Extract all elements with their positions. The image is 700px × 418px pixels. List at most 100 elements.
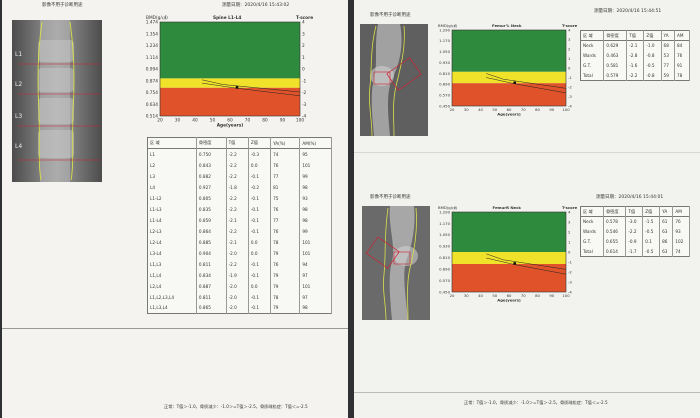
table-cell: 0.811 [196, 258, 227, 270]
reference-curve-upper [201, 79, 301, 93]
table-row: L1,L3,L4 0.865 -2.0 -0.1 79 98 [147, 302, 332, 314]
spine-scan-graphic: L1 L2 L3 L4 [12, 20, 102, 182]
table-cell: 0.843 [196, 159, 227, 171]
table-cell: G.T. [580, 60, 605, 71]
table-row: L1,L2,L3,L4 0.811 -2.0 -0.1 78 97 [147, 291, 332, 303]
column-header: YA [659, 206, 674, 217]
t-tick-label: 2 [568, 46, 571, 51]
x-tick-label: 70 [521, 107, 526, 112]
chart-bmd-label: BMD(g/㎠) [438, 24, 458, 28]
y-tick-label: 0.930 [439, 60, 450, 65]
y-tick-label: 0.450 [439, 103, 450, 108]
table-row: G.T. 0.581 -1.6 -0.5 77 91 [580, 60, 690, 71]
t-tick-label: 3 [568, 219, 571, 224]
vertebra-label-l1: L1 [15, 51, 22, 58]
table-cell: L1,L3,L4 [147, 302, 197, 314]
table-cell: 86 [659, 236, 674, 247]
header-title: 影像不用于诊断用途 [42, 3, 83, 8]
table-cell: -2.2 [226, 225, 249, 237]
table-cell: 0.927 [196, 181, 227, 193]
left-femur-results-table: 区 域骨密度 T值 Z值 YA AM Neck 0.629 -2.1 -1.0 68 84 Wards… [580, 30, 690, 81]
table-cell: 79 [270, 302, 301, 314]
table-cell: 79 [270, 280, 301, 292]
table-cell: -0.1 [248, 269, 272, 281]
table-cell: -1.5 [642, 216, 661, 227]
right-femur-scan-image [362, 206, 430, 320]
y-tick-label: 1.290 [439, 209, 450, 214]
table-cell: 93 [672, 226, 690, 237]
table-cell: 99 [299, 225, 332, 237]
table-row: Wards 0.463 -2.8 -0.8 53 76 [580, 50, 690, 61]
y-tick-label: 1.170 [439, 221, 450, 226]
table-cell: 78 [674, 70, 690, 81]
y-tick-label: 0.690 [439, 266, 450, 271]
x-tick-label: 20 [450, 293, 455, 298]
table-cell: -0.1 [248, 225, 272, 237]
table-cell: L4 [147, 181, 197, 193]
footer-rule [2, 328, 348, 329]
patient-marker [513, 262, 517, 265]
column-header: 区 域 [147, 137, 197, 149]
table-cell: 97 [299, 269, 332, 281]
table-cell: 77 [270, 214, 301, 226]
table-cell: 76 [672, 216, 690, 227]
spine-scan-image: L1 L2 L3 L4 [12, 20, 102, 182]
column-header: Z值 [643, 30, 662, 41]
y-tick-label: 1.290 [439, 27, 450, 32]
y-tick-label: 0.690 [439, 82, 450, 87]
reference-curve-upper [486, 73, 567, 89]
y-tick-label: 1.474 [146, 20, 159, 26]
table-cell: -0.1 [248, 170, 272, 182]
chart-site-label: Spine L1-L4 [213, 15, 241, 21]
y-tick-label: 0.570 [439, 278, 450, 283]
table-cell: 76 [674, 50, 690, 61]
table-cell: 0.834 [196, 269, 227, 281]
x-tick-label: 20 [157, 117, 163, 123]
table-cell: 102 [672, 236, 690, 247]
measure-date-top: 测量日期：2020/4/16 15:44:51 [594, 9, 662, 14]
x-tick-label: 90 [549, 107, 554, 112]
column-header: Z值 [642, 206, 661, 217]
table-cell: 98 [299, 214, 332, 226]
x-axis-label: Age(years) [497, 112, 521, 117]
table-cell: Total [580, 246, 604, 257]
table-row: L1-L3 0.835 -2.2 -0.1 76 98 [147, 203, 332, 215]
y-tick-label: 1.050 [439, 232, 450, 237]
table-row: L3-L4 0.904 -2.0 0.0 79 101 [147, 247, 332, 259]
table-cell: 98 [299, 203, 332, 215]
table-cell: 0.614 [603, 246, 627, 257]
t-tick-label: -3 [302, 102, 307, 108]
x-tick-label: 60 [507, 107, 512, 112]
chart-bmd-label: BMD(g/㎠) [146, 14, 168, 21]
table-cell: 79 [270, 247, 301, 259]
table-cell: 0.1 [642, 236, 661, 247]
column-header: 区 域 [580, 30, 605, 41]
y-tick-label: 0.754 [146, 90, 159, 96]
header-title-bottom: 影像不用于诊断用途 [370, 195, 411, 200]
chart-tscore-label: T-score [296, 15, 313, 21]
osteopenia-zone [452, 252, 566, 264]
y-tick-label: 0.810 [439, 71, 450, 76]
chart-site-label: FemurR Neck [493, 206, 522, 210]
table-cell: 76 [270, 203, 301, 215]
femur-report-sheet: 影像不用于诊断用途 测量日期：2020/4/16 15:44:51 BMD(g/… [354, 0, 700, 418]
t-tick-label: -2 [568, 269, 572, 274]
y-tick-label: 1.354 [146, 31, 159, 37]
table-cell: -0.5 [642, 226, 661, 237]
table-cell: 76 [270, 159, 301, 171]
table-cell: 74 [672, 246, 690, 257]
table-cell: -2.1 [226, 214, 249, 226]
table-cell: 53 [661, 50, 676, 61]
table-row: L2,L4 0.887 -2.0 0.0 79 101 [147, 280, 332, 292]
t-tick-label: -1 [302, 78, 307, 84]
y-tick-label: 1.114 [146, 55, 159, 61]
x-tick-label: 50 [210, 117, 216, 123]
table-cell: 76 [270, 225, 301, 237]
table-cell: 84 [674, 40, 690, 51]
y-tick-label: 0.994 [146, 67, 159, 73]
x-tick-label: 30 [464, 293, 469, 298]
table-cell: 0.887 [196, 280, 227, 292]
table-cell: 75 [270, 192, 301, 204]
osteoporosis-zone [160, 87, 300, 116]
chart-frame [451, 29, 567, 107]
